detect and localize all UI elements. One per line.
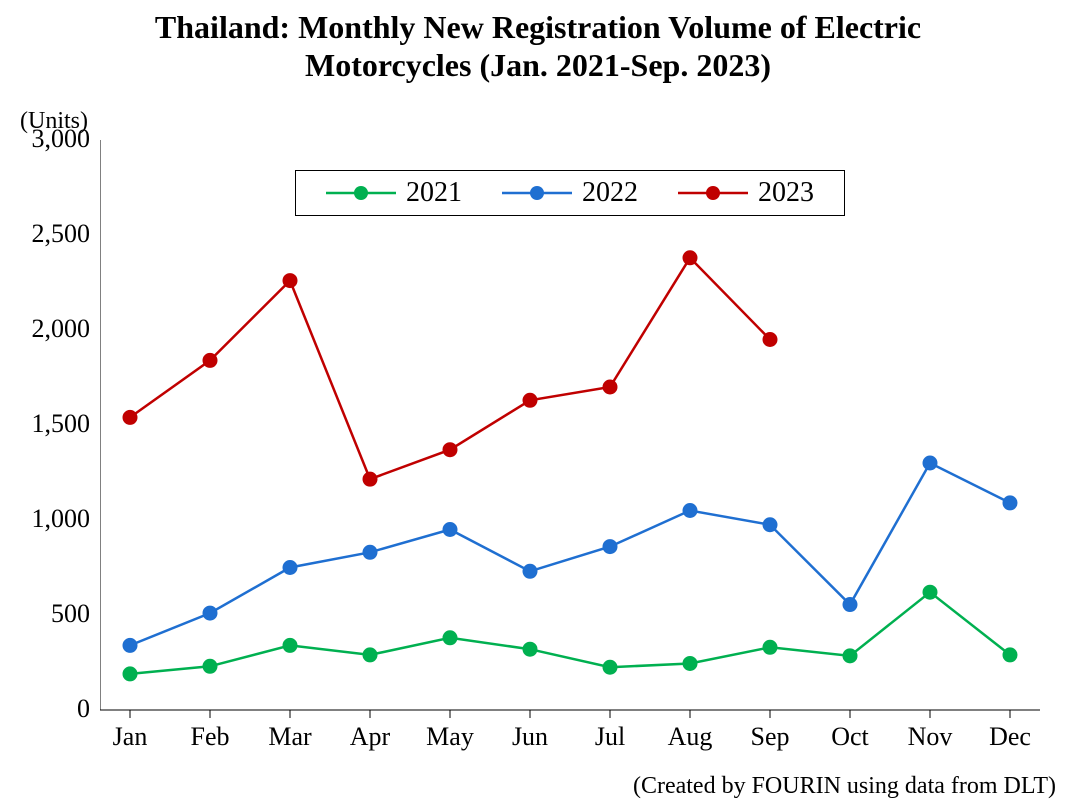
legend: 2021 2022 2023 bbox=[295, 170, 845, 216]
series-marker-2023 bbox=[763, 333, 777, 347]
legend-swatch-icon bbox=[326, 181, 396, 205]
series-marker-2022 bbox=[683, 504, 697, 518]
x-tick-label: Jul bbox=[580, 722, 640, 752]
chart-title: Thailand: Monthly New Registration Volum… bbox=[0, 8, 1076, 85]
x-tick-label: May bbox=[420, 722, 480, 752]
x-tick-label: Jun bbox=[500, 722, 560, 752]
series-marker-2022 bbox=[443, 523, 457, 537]
x-tick-label: Dec bbox=[980, 722, 1040, 752]
y-tick-label: 2,000 bbox=[10, 314, 90, 344]
series-marker-2023 bbox=[603, 380, 617, 394]
series-marker-2021 bbox=[523, 642, 537, 656]
series-marker-2022 bbox=[203, 606, 217, 620]
x-tick-label: Oct bbox=[820, 722, 880, 752]
series-marker-2023 bbox=[283, 274, 297, 288]
series-marker-2022 bbox=[763, 518, 777, 532]
y-tick-label: 2,500 bbox=[10, 219, 90, 249]
series-marker-2021 bbox=[683, 656, 697, 670]
series-marker-2021 bbox=[603, 660, 617, 674]
series-line-2021 bbox=[130, 592, 1010, 674]
series-marker-2022 bbox=[603, 540, 617, 554]
series-marker-2023 bbox=[203, 353, 217, 367]
x-tick-label: Jan bbox=[100, 722, 160, 752]
series-marker-2023 bbox=[363, 472, 377, 486]
series-marker-2021 bbox=[443, 631, 457, 645]
x-tick-label: Mar bbox=[260, 722, 320, 752]
x-tick-label: Apr bbox=[340, 722, 400, 752]
series-marker-2022 bbox=[123, 638, 137, 652]
legend-label: 2023 bbox=[758, 177, 814, 209]
x-tick-label: Aug bbox=[660, 722, 720, 752]
source-label: (Created by FOURIN using data from DLT) bbox=[633, 773, 1056, 800]
legend-item-2021: 2021 bbox=[326, 177, 462, 209]
x-tick-label: Feb bbox=[180, 722, 240, 752]
series-marker-2021 bbox=[843, 649, 857, 663]
series-marker-2021 bbox=[1003, 648, 1017, 662]
series-marker-2022 bbox=[1003, 496, 1017, 510]
series-marker-2022 bbox=[283, 561, 297, 575]
series-marker-2021 bbox=[123, 667, 137, 681]
y-tick-label: 0 bbox=[10, 694, 90, 724]
series-line-2022 bbox=[130, 463, 1010, 645]
legend-label: 2021 bbox=[406, 177, 462, 209]
y-tick-label: 3,000 bbox=[10, 124, 90, 154]
series-marker-2021 bbox=[283, 638, 297, 652]
x-tick-label: Nov bbox=[900, 722, 960, 752]
legend-swatch-icon bbox=[678, 181, 748, 205]
y-tick-label: 1,000 bbox=[10, 504, 90, 534]
legend-item-2022: 2022 bbox=[502, 177, 638, 209]
series-marker-2023 bbox=[683, 251, 697, 265]
x-tick-label: Sep bbox=[740, 722, 800, 752]
y-tick-label: 1,500 bbox=[10, 409, 90, 439]
series-marker-2023 bbox=[123, 410, 137, 424]
series-marker-2021 bbox=[763, 640, 777, 654]
series-marker-2022 bbox=[923, 456, 937, 470]
series-marker-2023 bbox=[523, 393, 537, 407]
chart-plot-area bbox=[100, 140, 1040, 720]
legend-label: 2022 bbox=[582, 177, 638, 209]
chart-page: { "chart": { "type": "line", "title": "T… bbox=[0, 0, 1076, 810]
series-marker-2021 bbox=[363, 648, 377, 662]
legend-swatch-icon bbox=[502, 181, 572, 205]
series-marker-2022 bbox=[523, 564, 537, 578]
series-marker-2022 bbox=[843, 598, 857, 612]
series-marker-2022 bbox=[363, 545, 377, 559]
series-marker-2021 bbox=[923, 585, 937, 599]
series-marker-2023 bbox=[443, 443, 457, 457]
series-marker-2021 bbox=[203, 659, 217, 673]
legend-item-2023: 2023 bbox=[678, 177, 814, 209]
y-tick-label: 500 bbox=[10, 599, 90, 629]
